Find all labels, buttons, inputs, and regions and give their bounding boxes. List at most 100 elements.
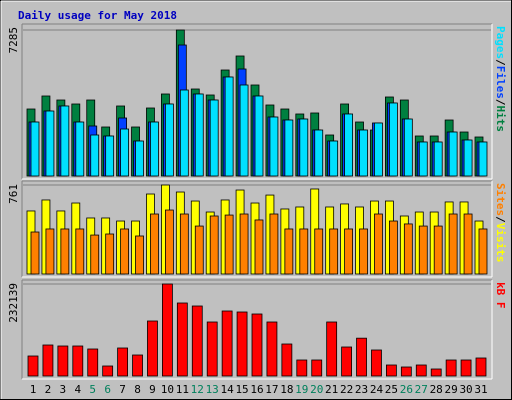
legend-entry: Hits xyxy=(494,106,507,133)
bar xyxy=(147,320,158,377)
y-tick-label: 7285 xyxy=(7,27,20,54)
bar xyxy=(314,129,324,177)
bar xyxy=(430,368,442,377)
bar xyxy=(164,209,174,275)
x-tick-label: 1 xyxy=(30,383,37,396)
bar xyxy=(132,354,143,377)
legend-entry: Sites xyxy=(494,183,507,216)
bar xyxy=(150,121,159,177)
bar xyxy=(388,220,398,275)
x-tick-label: 22 xyxy=(340,383,353,396)
legend-separator: / xyxy=(494,99,507,106)
legend-separator: / xyxy=(494,59,507,66)
bar xyxy=(75,121,85,177)
x-tick-label: 17 xyxy=(265,383,278,396)
bar xyxy=(224,214,234,275)
bar xyxy=(105,233,115,275)
legend-entry: Visits xyxy=(494,223,507,263)
bar xyxy=(27,355,39,377)
legend-entry: Pages xyxy=(494,26,507,59)
x-tick-label: 14 xyxy=(221,383,235,396)
bar xyxy=(299,228,309,275)
bar xyxy=(30,121,40,177)
legend-entry: Files xyxy=(494,66,507,99)
y-tick-label: 761 xyxy=(7,184,20,204)
x-tick-label: 21 xyxy=(325,383,338,396)
bar xyxy=(75,228,85,275)
bar xyxy=(326,321,338,377)
bar xyxy=(60,105,70,177)
y-tick-label: 232139 xyxy=(7,283,20,323)
x-tick-label: 19 xyxy=(295,383,308,396)
bar xyxy=(102,365,114,377)
bar xyxy=(60,228,70,275)
bar xyxy=(284,119,294,177)
x-tick-label: 9 xyxy=(149,383,156,396)
bar xyxy=(299,118,309,177)
x-tick-label: 30 xyxy=(459,383,472,396)
bar xyxy=(284,228,294,275)
bar xyxy=(433,141,443,177)
bar xyxy=(90,234,100,275)
bar xyxy=(42,344,54,377)
bar xyxy=(150,213,159,275)
bar xyxy=(281,343,293,377)
bar xyxy=(359,228,368,275)
bar xyxy=(239,213,249,275)
bar xyxy=(374,213,383,275)
bar xyxy=(329,228,339,275)
bar xyxy=(57,345,69,377)
bar xyxy=(224,76,234,177)
x-tick-label: 31 xyxy=(474,383,487,396)
x-tick-label: 6 xyxy=(104,383,111,396)
bar xyxy=(269,116,279,177)
bar xyxy=(209,215,219,275)
x-tick-label: 18 xyxy=(280,383,293,396)
bar xyxy=(445,359,457,377)
x-tick-label: 27 xyxy=(415,383,428,396)
bar xyxy=(418,141,428,177)
bar xyxy=(239,84,249,177)
bar xyxy=(463,213,473,275)
x-tick-label: 13 xyxy=(206,383,219,396)
bar xyxy=(314,228,324,275)
bar xyxy=(371,349,382,377)
chart-title: Daily usage for May 2018 xyxy=(18,9,177,22)
bar xyxy=(194,93,204,177)
bar xyxy=(72,345,84,377)
bar xyxy=(296,359,308,377)
x-tick-label: 25 xyxy=(385,383,398,396)
legend-separator: / xyxy=(494,216,507,223)
bar xyxy=(415,364,427,377)
bar xyxy=(30,231,40,275)
bar xyxy=(221,310,233,377)
bar xyxy=(179,89,189,177)
bar xyxy=(120,128,129,177)
bar xyxy=(403,118,413,177)
x-tick-label: 11 xyxy=(176,383,189,396)
bar xyxy=(105,135,115,177)
bar xyxy=(45,228,55,275)
x-tick-label: 10 xyxy=(161,383,174,396)
bar xyxy=(161,283,173,377)
bar xyxy=(341,346,353,377)
bar xyxy=(400,366,412,377)
bar xyxy=(90,134,100,177)
bar xyxy=(478,228,488,275)
bar xyxy=(236,311,248,377)
legend-entry: kB F xyxy=(494,282,507,309)
x-tick-label: 24 xyxy=(370,383,384,396)
legend: Pages/Files/Hits xyxy=(494,26,507,132)
bar xyxy=(251,313,263,377)
x-tick-label: 29 xyxy=(445,383,458,396)
bar xyxy=(135,235,144,275)
bar xyxy=(475,357,487,377)
x-tick-label: 8 xyxy=(134,383,141,396)
bar xyxy=(478,141,488,177)
x-tick-label: 12 xyxy=(191,383,204,396)
bar xyxy=(164,103,174,177)
bar xyxy=(448,131,458,177)
x-tick-label: 20 xyxy=(310,383,323,396)
bar xyxy=(463,139,473,177)
